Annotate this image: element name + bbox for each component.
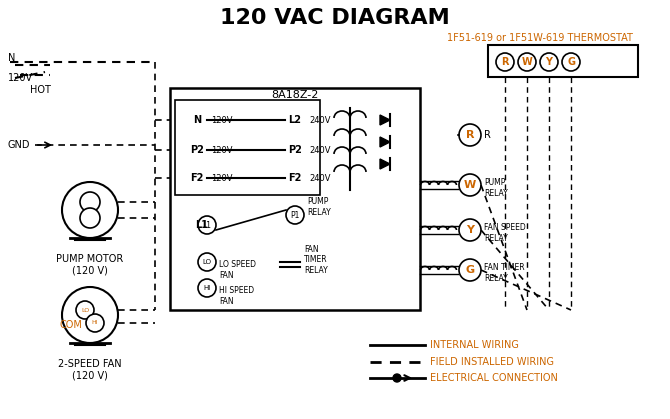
Text: R: R — [484, 130, 491, 140]
Text: FAN SPEED
RELAY: FAN SPEED RELAY — [484, 223, 526, 243]
Text: 1F51-619 or 1F51W-619 THERMOSTAT: 1F51-619 or 1F51W-619 THERMOSTAT — [447, 33, 633, 43]
Text: 2-SPEED FAN
(120 V): 2-SPEED FAN (120 V) — [58, 359, 122, 381]
Text: PUMP
RELAY: PUMP RELAY — [484, 178, 508, 198]
Text: L1: L1 — [195, 220, 208, 230]
Text: LO SPEED
FAN: LO SPEED FAN — [219, 260, 256, 280]
Text: F2: F2 — [288, 173, 302, 183]
Text: 120V: 120V — [211, 145, 232, 155]
FancyBboxPatch shape — [170, 88, 420, 310]
Text: P1: P1 — [290, 210, 299, 220]
Circle shape — [198, 279, 216, 297]
Text: 120 VAC DIAGRAM: 120 VAC DIAGRAM — [220, 8, 450, 28]
Text: P2: P2 — [190, 145, 204, 155]
Circle shape — [459, 219, 481, 241]
Polygon shape — [380, 137, 390, 147]
Text: W: W — [464, 180, 476, 190]
Circle shape — [62, 182, 118, 238]
Circle shape — [198, 253, 216, 271]
Text: G: G — [466, 265, 474, 275]
Text: R: R — [466, 130, 474, 140]
Text: HOT: HOT — [30, 85, 51, 95]
Circle shape — [518, 53, 536, 71]
Circle shape — [198, 216, 216, 234]
Text: PUMP
RELAY: PUMP RELAY — [307, 197, 331, 217]
Text: ELECTRICAL CONNECTION: ELECTRICAL CONNECTION — [430, 373, 558, 383]
Polygon shape — [380, 115, 390, 125]
Text: 240V: 240V — [309, 145, 330, 155]
Circle shape — [459, 124, 481, 146]
Circle shape — [285, 110, 305, 130]
Text: INTERNAL WIRING: INTERNAL WIRING — [430, 340, 519, 350]
Text: N: N — [8, 53, 15, 63]
FancyBboxPatch shape — [175, 100, 320, 195]
Text: HI: HI — [92, 321, 98, 326]
Circle shape — [285, 168, 305, 188]
Circle shape — [187, 110, 207, 130]
Text: 120V: 120V — [8, 73, 33, 83]
Circle shape — [76, 301, 94, 319]
Text: G: G — [567, 57, 575, 67]
Text: HI: HI — [204, 285, 210, 291]
Circle shape — [80, 192, 100, 212]
Text: R: R — [501, 57, 509, 67]
Text: L1: L1 — [202, 220, 212, 230]
Text: L2: L2 — [289, 115, 302, 125]
Text: FAN TIMER
RELAY: FAN TIMER RELAY — [484, 263, 525, 283]
Text: GND: GND — [8, 140, 31, 150]
Circle shape — [286, 206, 304, 224]
FancyBboxPatch shape — [488, 45, 638, 77]
Circle shape — [187, 168, 207, 188]
Text: 240V: 240V — [309, 173, 330, 183]
Text: FAN
TIMER
RELAY: FAN TIMER RELAY — [304, 245, 328, 275]
Text: W: W — [522, 57, 533, 67]
Circle shape — [459, 174, 481, 196]
Circle shape — [285, 140, 305, 160]
Text: FIELD INSTALLED WIRING: FIELD INSTALLED WIRING — [430, 357, 554, 367]
Polygon shape — [380, 159, 390, 169]
Text: 240V: 240V — [309, 116, 330, 124]
Circle shape — [86, 314, 104, 332]
Text: F2: F2 — [190, 173, 204, 183]
Text: Y: Y — [545, 57, 553, 67]
Circle shape — [496, 53, 514, 71]
Text: N: N — [193, 115, 201, 125]
Text: Y: Y — [466, 225, 474, 235]
Text: HI SPEED
FAN: HI SPEED FAN — [219, 286, 254, 306]
Text: 120V: 120V — [211, 116, 232, 124]
Text: LO: LO — [202, 259, 212, 265]
Circle shape — [187, 140, 207, 160]
Circle shape — [393, 374, 401, 382]
Circle shape — [80, 208, 100, 228]
Circle shape — [540, 53, 558, 71]
Text: P2: P2 — [288, 145, 302, 155]
Text: 8A18Z-2: 8A18Z-2 — [271, 90, 319, 100]
Text: LO: LO — [81, 308, 89, 313]
Text: COM: COM — [60, 320, 83, 330]
Text: 120V: 120V — [211, 173, 232, 183]
Circle shape — [62, 287, 118, 343]
Circle shape — [459, 259, 481, 281]
Text: PUMP MOTOR
(120 V): PUMP MOTOR (120 V) — [56, 254, 124, 276]
Circle shape — [562, 53, 580, 71]
